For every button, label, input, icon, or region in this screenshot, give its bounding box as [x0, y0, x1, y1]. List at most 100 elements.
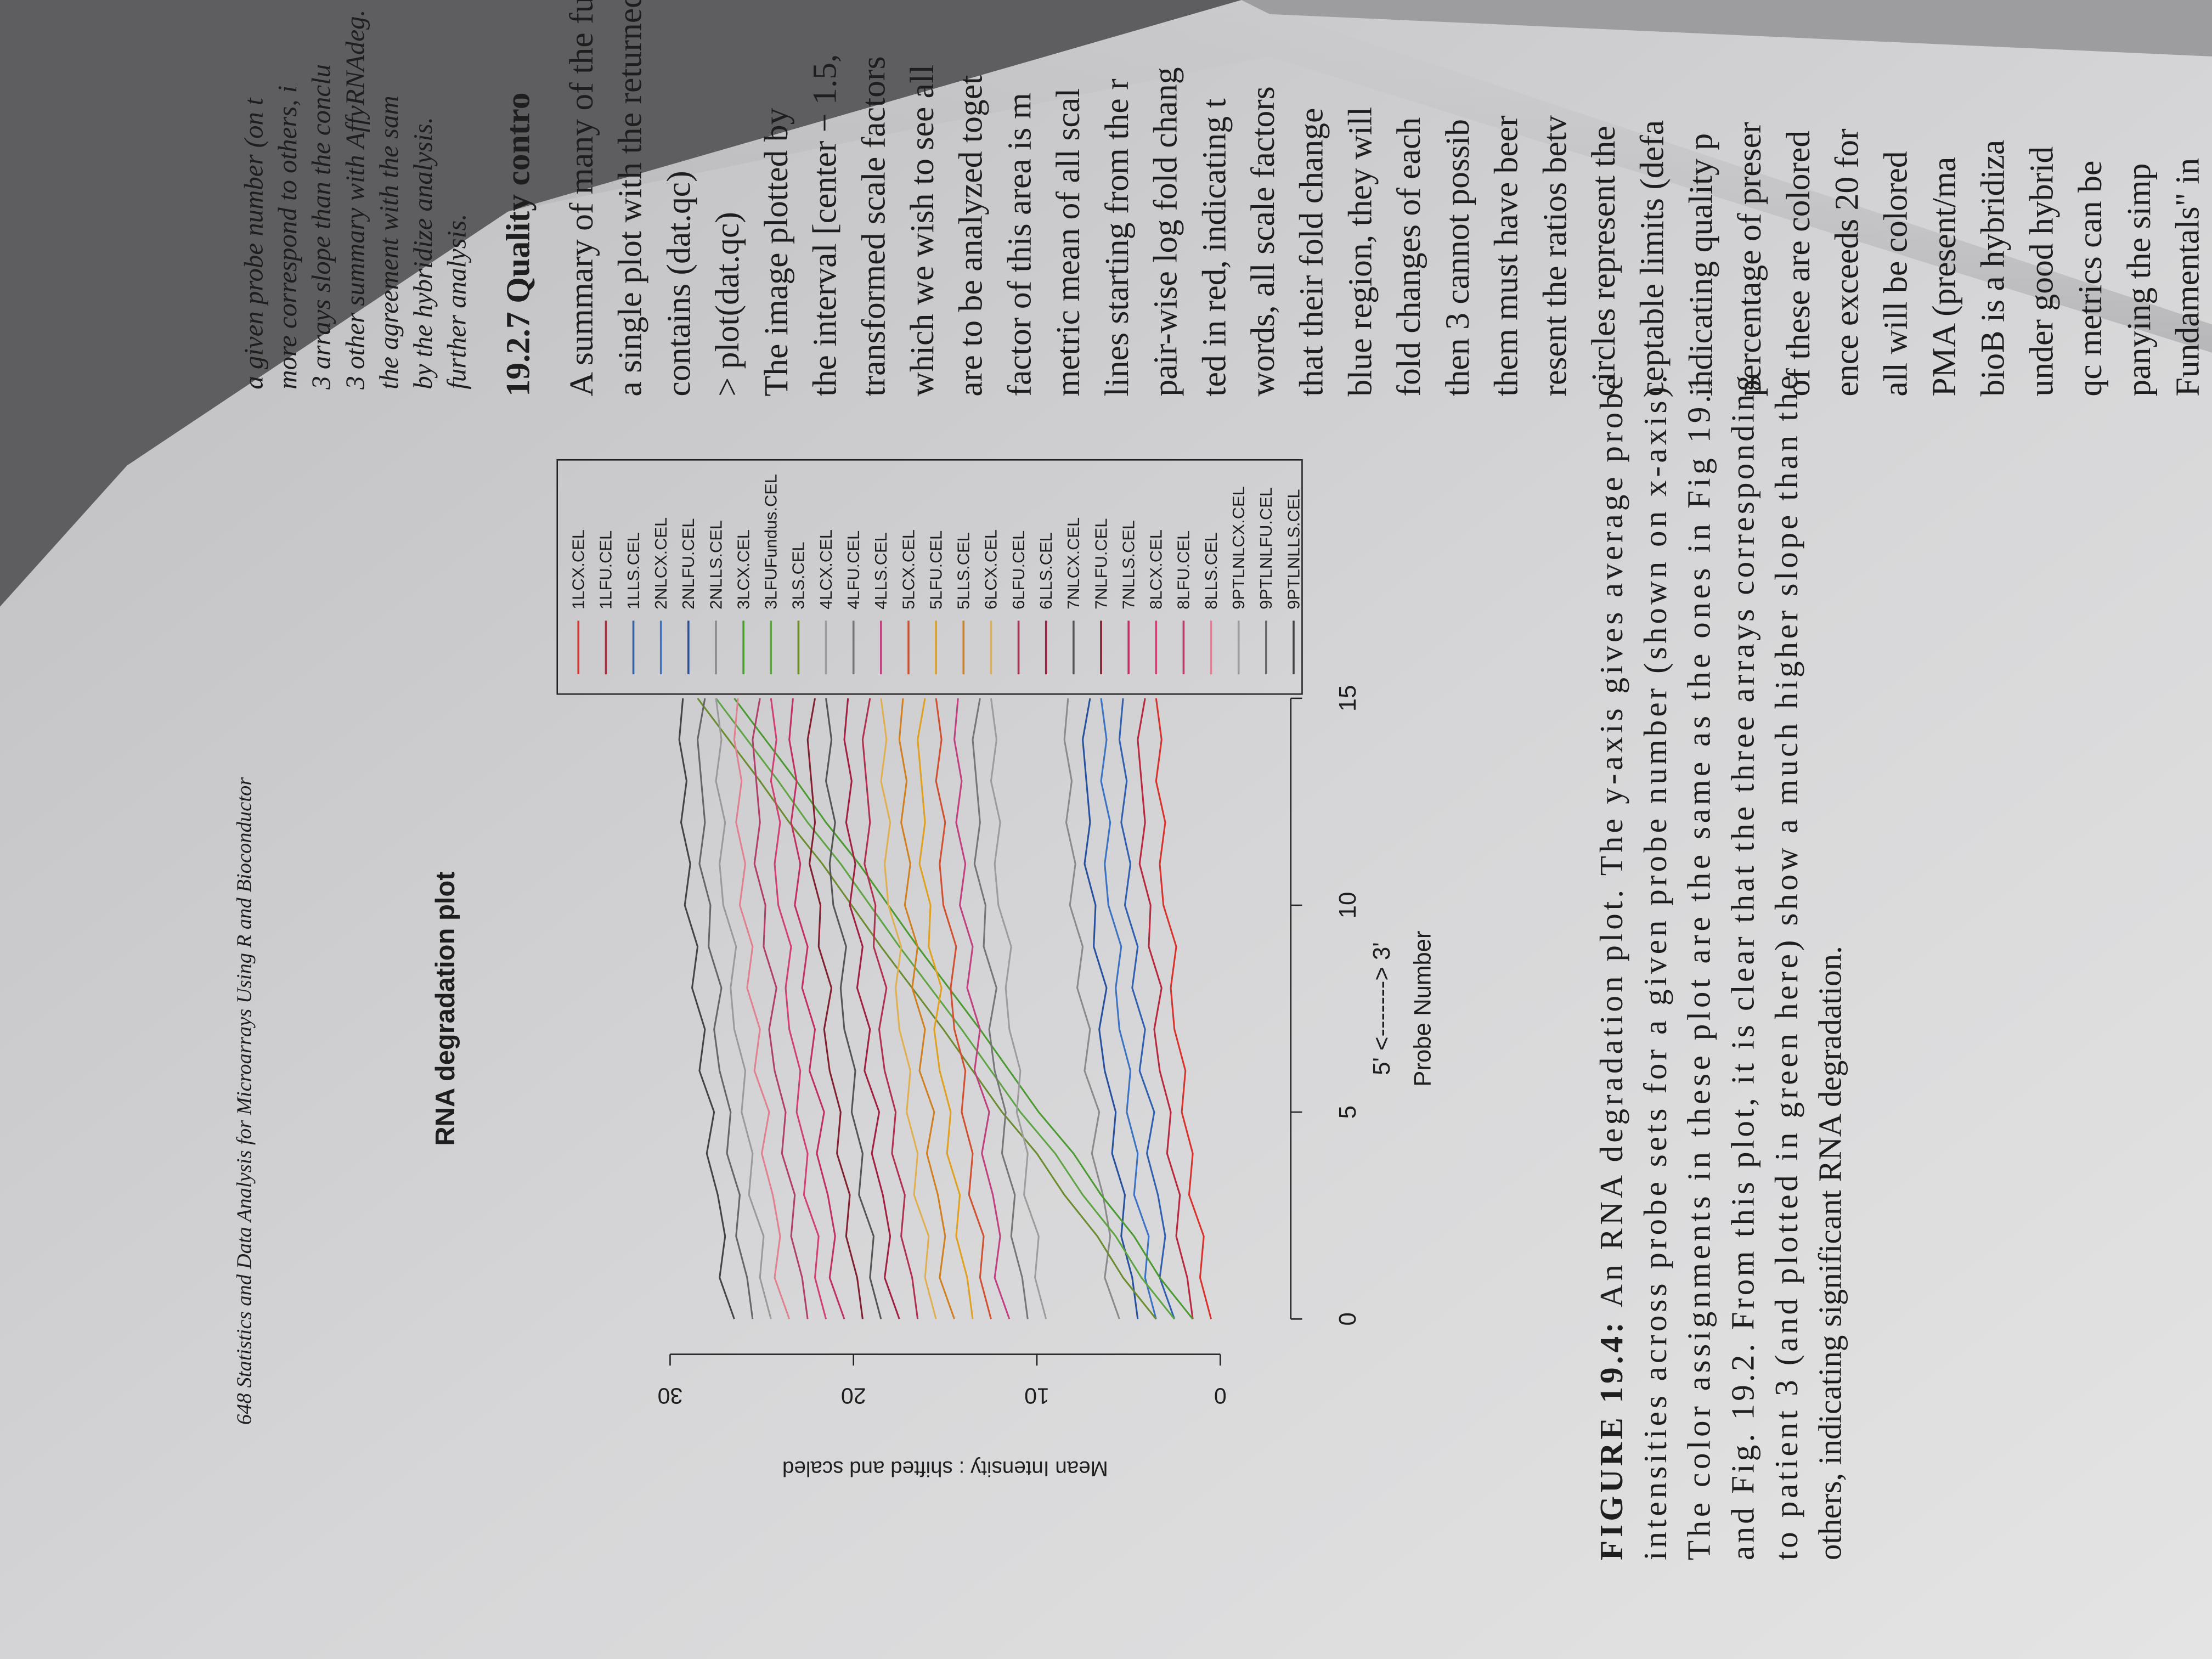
chart-title: RNA degradation plot — [431, 871, 460, 1146]
facing-text-line: indicating quality p — [1682, 133, 1719, 397]
facing-text-line: pair-wise log fold chang — [1147, 67, 1184, 396]
series-line — [733, 697, 1194, 1320]
legend-label: 5LLS.CEL — [954, 532, 973, 610]
caption-line: The color assignments in these plot are … — [1681, 375, 1717, 1560]
series-line — [990, 698, 1047, 1319]
legend-label: 9PTLNLLS.CEL — [1284, 489, 1303, 609]
y-tick-label: 10 — [1024, 1383, 1049, 1408]
series-line — [697, 697, 1157, 1320]
series-line — [953, 698, 1011, 1319]
facing-text-line: under good hybrid — [2023, 146, 2060, 397]
legend-label: 6LCX.CEL — [981, 529, 1001, 610]
x-tick-label: 10 — [1334, 892, 1361, 919]
series-line — [715, 697, 1175, 1320]
caption-line: and Fig. 19.2. From this plot, it is cle… — [1724, 375, 1760, 1560]
facing-text-line: lines starting from the r — [1098, 78, 1136, 396]
facing-text-line: A summary of many of the func — [563, 0, 600, 397]
legend-label: 1LLS.CEL — [624, 532, 643, 610]
x-axis-label: Probe Number — [1409, 930, 1436, 1086]
facing-text-line: PMA (present/ma — [1926, 157, 1963, 397]
caption-line: to patient 3 (and plotted in green here)… — [1768, 375, 1804, 1560]
legend-label: 9PTLNLFU.CEL — [1256, 487, 1276, 610]
series-line — [935, 698, 992, 1319]
facing-text-line: 3 arrays slope than the conclu — [306, 64, 336, 390]
legend-label: 3LFUFundus.CEL — [761, 474, 781, 610]
legend-label: 5LFU.CEL — [926, 531, 945, 610]
series-line — [1082, 698, 1139, 1319]
series-line — [880, 698, 937, 1319]
caption-line: FIGURE 19.4: An RNA degradation plot. Th… — [1593, 375, 1629, 1560]
facing-text-line: percentage of preser — [1731, 122, 1768, 396]
facing-text-line: the agreement with the sam — [374, 95, 404, 389]
series-line — [1100, 698, 1157, 1319]
series-line — [843, 698, 900, 1319]
facing-text-line: all will be colored — [1877, 151, 1914, 396]
facing-text-line: factor of this area is m — [1001, 93, 1038, 396]
running-header: 648 Statistics and Data Analysis for Mic… — [233, 777, 256, 1425]
series-line — [788, 698, 845, 1319]
facing-text-line: ted in red, indicating t — [1195, 98, 1233, 396]
series-line — [1118, 698, 1176, 1319]
legend-label: 9PTLNLCX.CEL — [1229, 486, 1248, 610]
legend-label: 7NLCX.CEL — [1064, 517, 1083, 610]
facing-text-line: qc metrics can be — [2072, 161, 2109, 397]
facing-text-line: a single plot with the returned — [612, 0, 649, 397]
legend-label: 8LCX.CEL — [1147, 529, 1166, 610]
facing-text-line: by the hybridize analysis. — [408, 117, 438, 390]
y-tick-label: 0 — [1214, 1383, 1227, 1408]
legend-label: 7NLLS.CEL — [1119, 520, 1138, 610]
legend-label: 5LCX.CEL — [899, 529, 918, 610]
section-heading: 19.2.7 Quality contro — [499, 92, 537, 396]
series-line — [917, 698, 974, 1319]
legend-box — [556, 459, 1303, 695]
facing-text-line: words, all scale factors — [1244, 86, 1282, 396]
gutter-shadow — [507, 0, 2212, 353]
series-line — [861, 698, 919, 1319]
legend-label: 3LS.CEL — [789, 541, 808, 609]
series-line — [1063, 698, 1120, 1319]
series-line — [1137, 698, 1194, 1319]
series-line — [806, 698, 864, 1319]
legend-label: 6LFU.CEL — [1009, 531, 1028, 610]
legend-label: 2NLCX.CEL — [651, 517, 670, 610]
facing-text-line: bioB is a hybridiza — [1974, 140, 2012, 397]
series-line — [678, 698, 735, 1319]
facing-text-line: circles represent the — [1585, 126, 1622, 396]
facing-text-line: blue region, they will — [1341, 107, 1379, 397]
legend-label: 4LCX.CEL — [816, 529, 836, 610]
series-line — [733, 698, 791, 1319]
legend-label: 1LCX.CEL — [569, 529, 588, 610]
facing-text-line: fold changes of each — [1390, 117, 1427, 397]
facing-text-line: The image plotted by — [758, 108, 795, 396]
legend-label: 8LFU.CEL — [1174, 531, 1193, 610]
legend-label: 6LLS.CEL — [1036, 532, 1056, 610]
legend-label: 8LLS.CEL — [1201, 532, 1221, 610]
legend-label: 7NLFU.CEL — [1091, 518, 1110, 610]
facing-text-line: then 3 cannot possib — [1439, 119, 1476, 397]
legend-label: 4LFU.CEL — [844, 531, 863, 610]
caption-line: others, indicating significant RNA degra… — [1812, 946, 1848, 1560]
facing-text-line: metric mean of all scal — [1049, 88, 1087, 397]
facing-text-line: more correspond to others, i — [272, 86, 302, 390]
facing-text-line: > plot(dat.qc) — [709, 212, 746, 396]
x-tick-label: 0 — [1334, 1312, 1361, 1325]
caption-text: An RNA degradation plot. The y-axis give… — [1593, 375, 1629, 1308]
facing-text-line: panying the simp — [2120, 163, 2158, 397]
facing-text-line: ence exceeds 20 for — [1829, 128, 1866, 396]
legend-label: 2NLLS.CEL — [706, 520, 725, 610]
legend-label: 2NLFU.CEL — [679, 518, 698, 610]
x-tick-label: 15 — [1334, 685, 1361, 712]
facing-text-line: that their fold change — [1293, 108, 1330, 397]
facing-text-line: further analysis. — [442, 213, 472, 389]
facing-text-line: ceptable limits (defa — [1634, 120, 1671, 397]
facing-text-line: them must have beer — [1488, 115, 1525, 396]
y-axis-label: Mean Intensity : shifted and scaled — [782, 1457, 1108, 1480]
facing-text-line: Fundamentals" in — [2169, 158, 2207, 397]
y-tick-label: 30 — [658, 1383, 683, 1408]
x-direction-label: 5' <-------> 3' — [1368, 942, 1395, 1075]
facing-text-line: 3 other summary with AffyRNAdeg. — [340, 9, 370, 390]
series-line — [825, 698, 882, 1319]
